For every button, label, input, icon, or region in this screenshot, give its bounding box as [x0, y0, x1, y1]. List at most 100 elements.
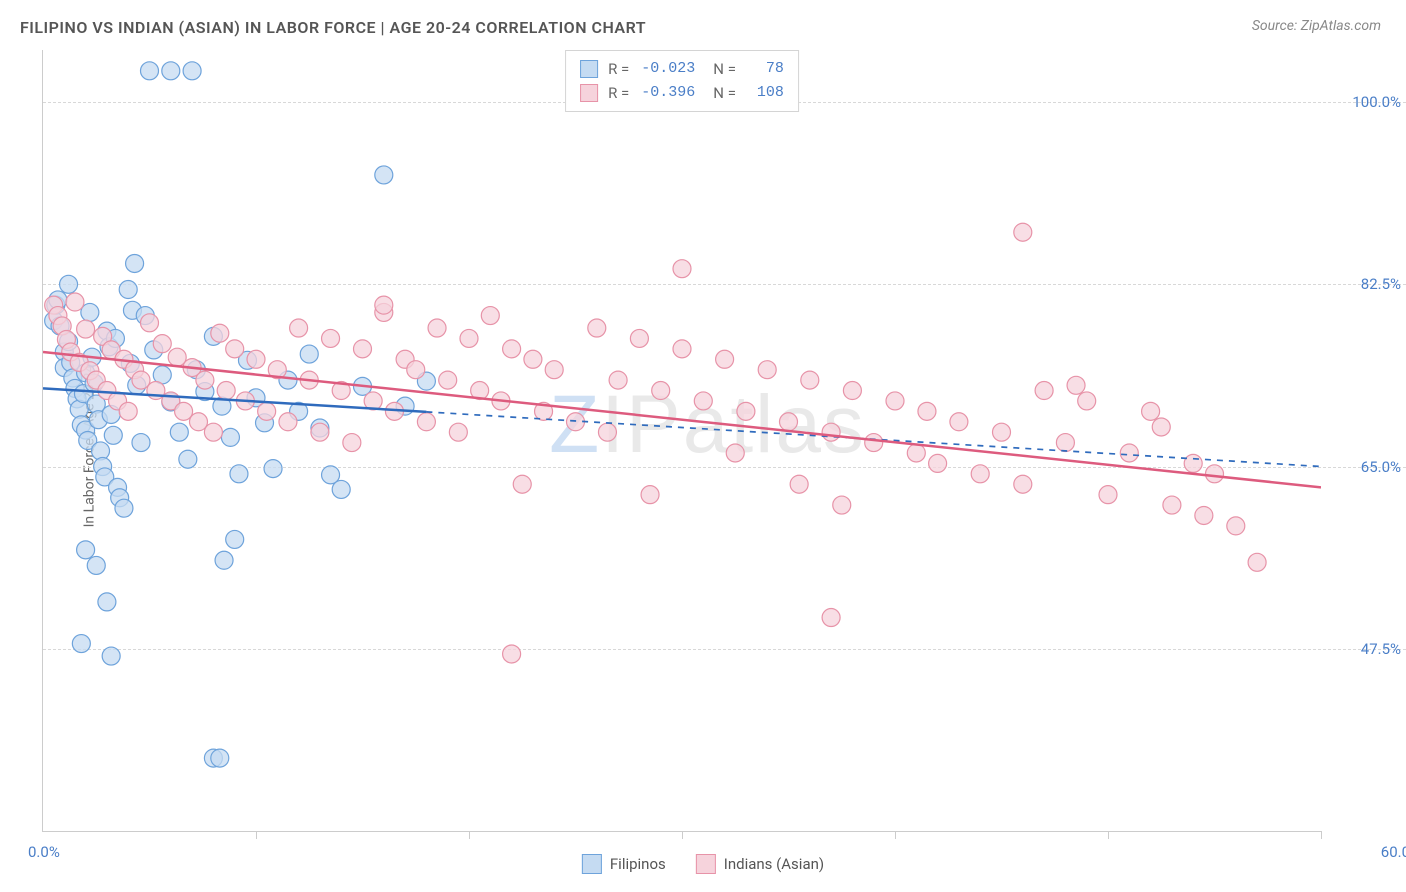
data-point — [153, 335, 171, 353]
data-point — [822, 609, 840, 627]
legend-row-indians: R = -0.396 N = 108 — [580, 81, 784, 105]
y-tick-label: 100.0% — [1352, 93, 1401, 111]
data-point — [141, 314, 159, 332]
data-point — [1120, 444, 1138, 462]
data-point — [217, 382, 235, 400]
x-axis-max-label: 60.0% — [1381, 843, 1406, 861]
chart-container: FILIPINO VS INDIAN (ASIAN) IN LABOR FORC… — [0, 0, 1406, 892]
data-point — [417, 413, 435, 431]
data-point — [126, 254, 144, 272]
bottom-swatch-filipinos — [582, 854, 602, 874]
data-point — [513, 475, 531, 493]
data-point — [332, 480, 350, 498]
data-point — [630, 329, 648, 347]
data-point — [211, 749, 229, 767]
data-point — [822, 423, 840, 441]
data-point — [226, 340, 244, 358]
data-point — [1184, 454, 1202, 472]
data-point — [1078, 392, 1096, 410]
x-tick — [1321, 831, 1322, 839]
data-point — [343, 434, 361, 452]
data-point — [354, 340, 372, 358]
data-point — [141, 62, 159, 80]
data-point — [104, 426, 122, 444]
data-point — [609, 371, 627, 389]
data-point — [1163, 496, 1181, 514]
data-point — [102, 647, 120, 665]
data-point — [439, 371, 457, 389]
data-point — [215, 551, 233, 569]
data-point — [247, 350, 265, 368]
data-point — [598, 423, 616, 441]
data-point — [77, 541, 95, 559]
data-point — [311, 423, 329, 441]
data-point — [833, 496, 851, 514]
data-point — [588, 319, 606, 337]
n-value-filipinos: 78 — [742, 57, 784, 81]
chart-title: FILIPINO VS INDIAN (ASIAN) IN LABOR FORC… — [20, 18, 646, 37]
data-point — [449, 423, 467, 441]
data-point — [929, 454, 947, 472]
data-point — [726, 444, 744, 462]
data-point — [1142, 402, 1160, 420]
data-point — [460, 329, 478, 347]
data-point — [865, 434, 883, 452]
data-point — [1056, 434, 1074, 452]
data-point — [407, 361, 425, 379]
data-point — [119, 281, 137, 299]
data-point — [950, 413, 968, 431]
data-point — [322, 329, 340, 347]
data-point — [1227, 517, 1245, 535]
plot-svg — [43, 50, 1321, 831]
data-point — [503, 645, 521, 663]
data-point — [162, 62, 180, 80]
n-value-indians: 108 — [742, 81, 784, 105]
data-point — [1067, 376, 1085, 394]
chart-source: Source: ZipAtlas.com — [1252, 18, 1381, 34]
data-point — [196, 371, 214, 389]
data-point — [204, 423, 222, 441]
data-point — [221, 428, 239, 446]
data-point — [843, 382, 861, 400]
data-point — [481, 307, 499, 325]
data-point — [1014, 475, 1032, 493]
bottom-swatch-indians — [696, 854, 716, 874]
data-point — [652, 382, 670, 400]
x-axis-min-label: 0.0% — [28, 843, 60, 861]
data-point — [907, 444, 925, 462]
legend-swatch-filipinos — [580, 60, 598, 78]
data-point — [179, 450, 197, 468]
data-point — [716, 350, 734, 368]
data-point — [170, 423, 188, 441]
data-point — [226, 530, 244, 548]
data-point — [918, 402, 936, 420]
x-tick — [682, 831, 683, 839]
data-point — [264, 460, 282, 478]
y-tick-label: 47.5% — [1361, 640, 1401, 658]
data-point — [758, 361, 776, 379]
data-point — [1152, 418, 1170, 436]
data-point — [290, 319, 308, 337]
data-point — [77, 320, 95, 338]
data-point — [993, 423, 1011, 441]
x-tick — [1108, 831, 1109, 839]
legend-row-filipinos: R = -0.023 N = 78 — [580, 57, 784, 81]
data-point — [780, 413, 798, 431]
data-point — [524, 350, 542, 368]
data-point — [132, 434, 150, 452]
data-point — [428, 319, 446, 337]
data-point — [279, 413, 297, 431]
data-point — [886, 392, 904, 410]
y-tick-label: 82.5% — [1361, 275, 1401, 293]
data-point — [1099, 486, 1117, 504]
x-tick — [256, 831, 257, 839]
plot-area: ZIPatlas R = -0.023 N = 78 R = -0.396 N … — [42, 50, 1321, 832]
data-point — [971, 465, 989, 483]
data-point — [72, 635, 90, 653]
data-point — [119, 402, 137, 420]
data-point — [60, 275, 78, 293]
data-point — [230, 465, 248, 483]
data-point — [641, 486, 659, 504]
correlation-legend: R = -0.023 N = 78 R = -0.396 N = 108 — [565, 50, 799, 112]
data-point — [1035, 382, 1053, 400]
